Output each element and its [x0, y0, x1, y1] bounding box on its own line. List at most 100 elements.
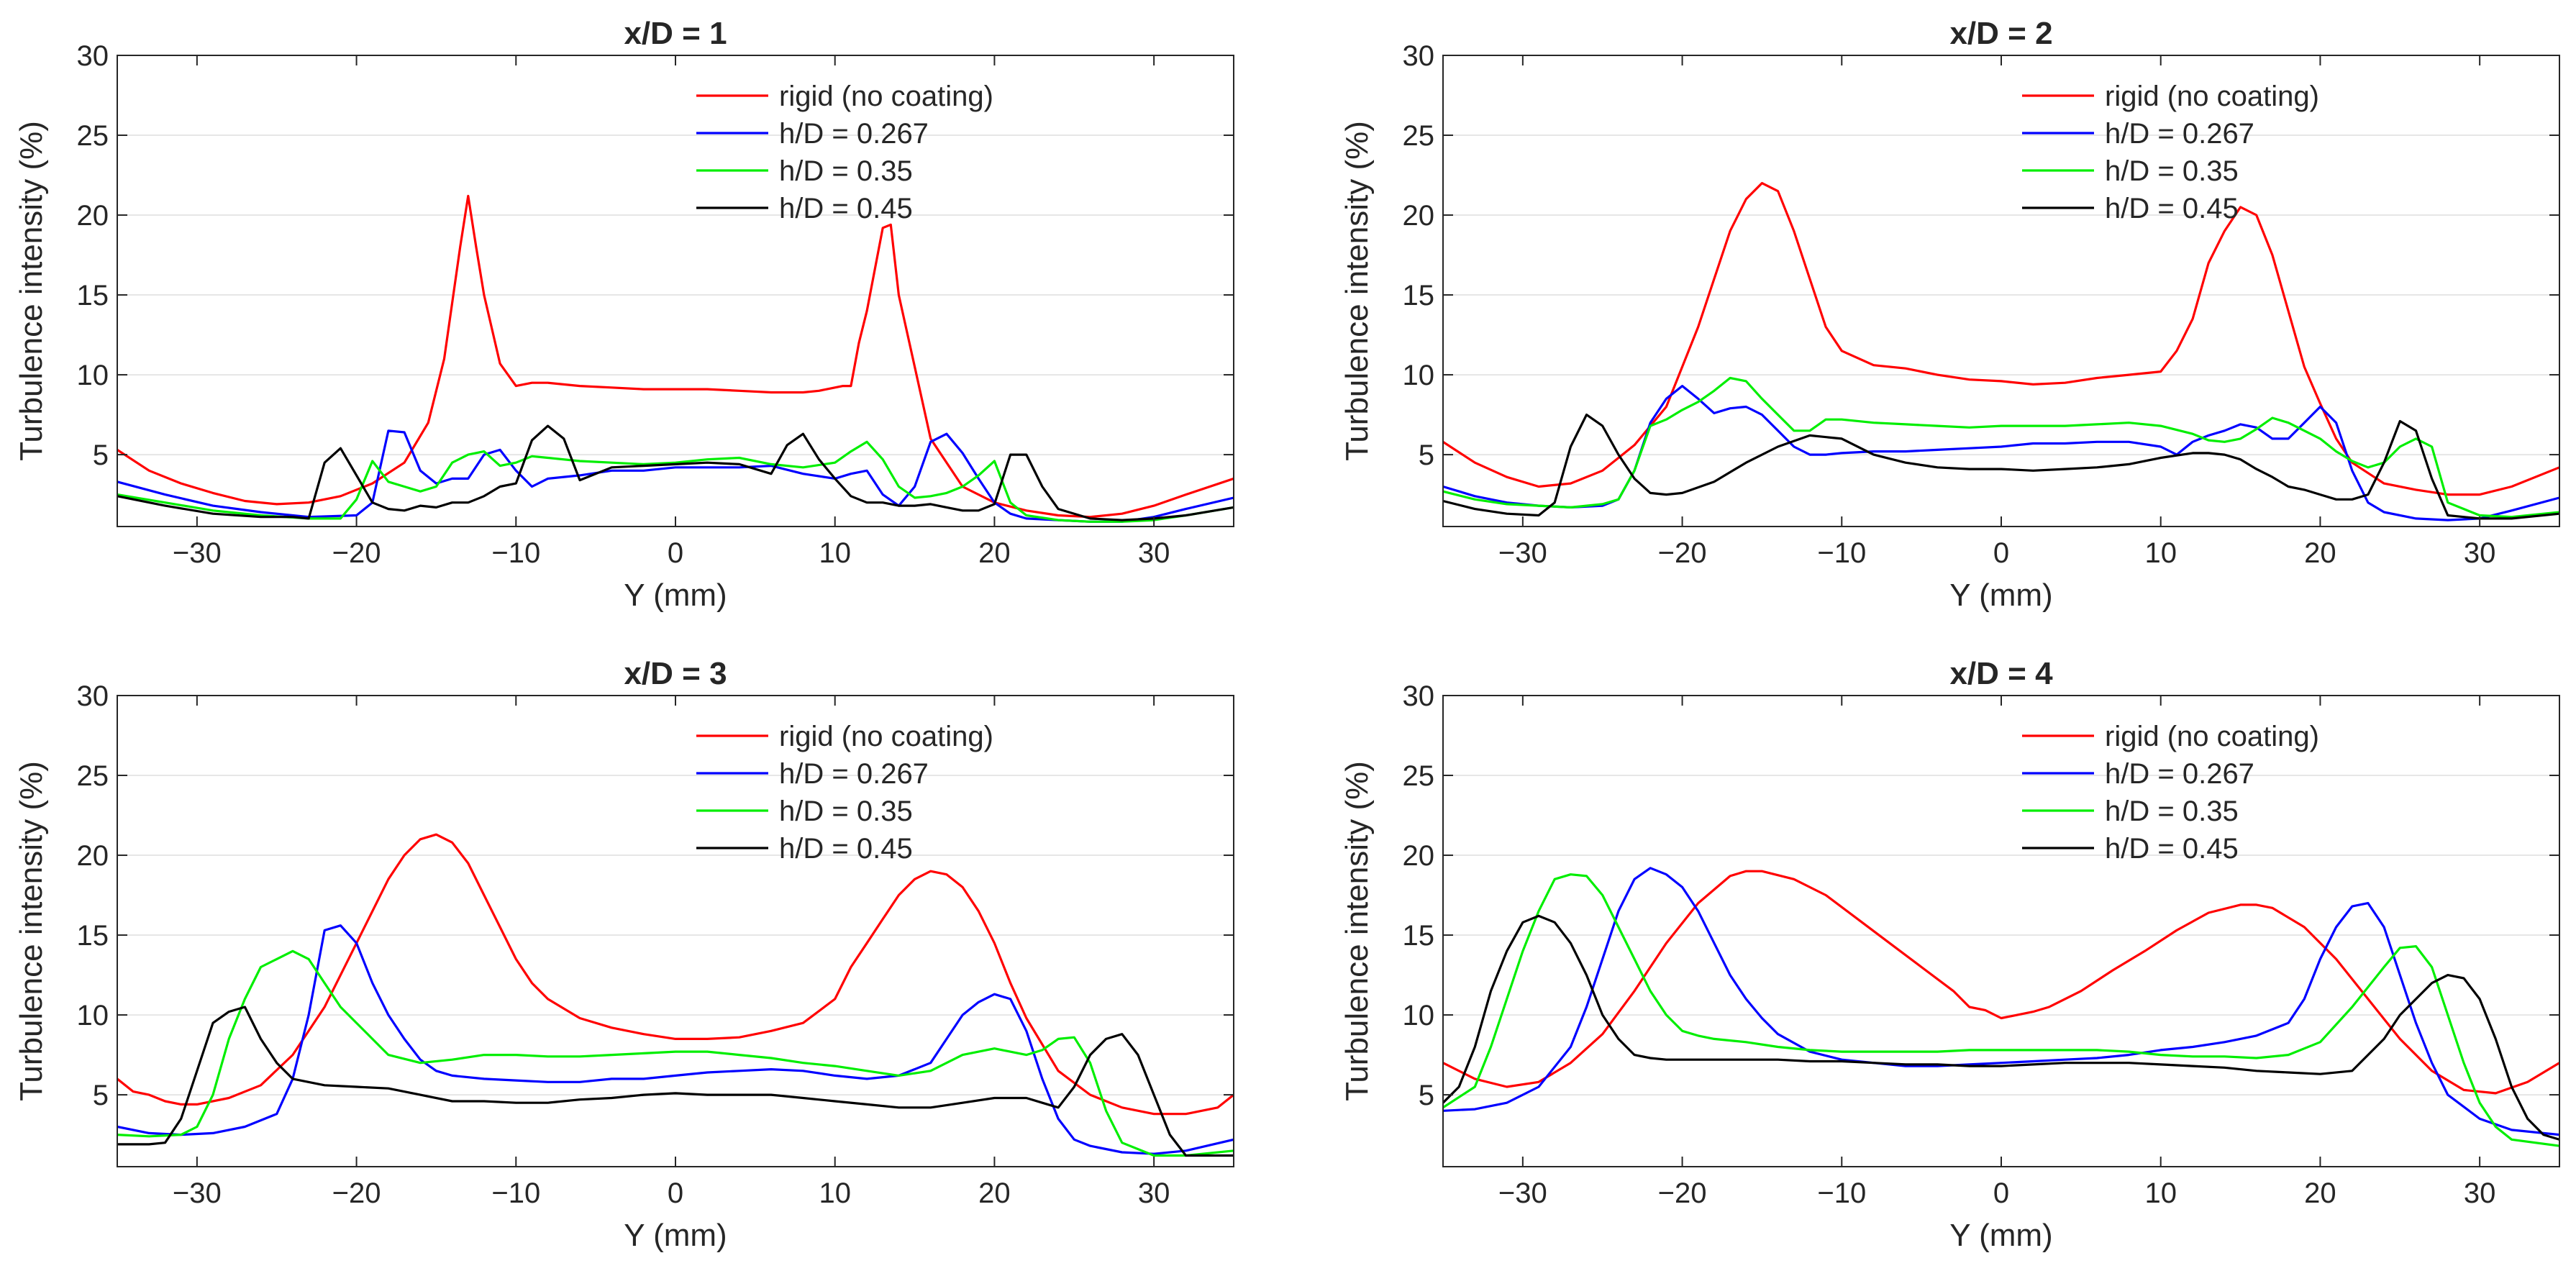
chart-panel-1: −30 −20 −10 0 10 20 30 5 10 15 20 25 30 x/D = 1 Y (mm)…: [14, 16, 1234, 613]
y-tick-label: 20: [77, 200, 109, 232]
x-tick-label: 30: [2464, 1177, 2496, 1209]
y-tick-label: 15: [77, 280, 109, 311]
y-axis-label: Turbulence intensity (%): [14, 761, 49, 1101]
series-line-4: [1443, 413, 2559, 520]
x-tick-label: −30: [1498, 537, 1547, 569]
y-tick-label: 25: [1403, 760, 1435, 792]
chart-title: x/D = 1: [624, 16, 727, 51]
y-tick-label: 15: [77, 920, 109, 952]
legend-label-3: h/D = 0.35: [779, 155, 913, 187]
series-line-3: [117, 949, 1234, 1157]
y-tick-label: 10: [1403, 1000, 1435, 1031]
x-tick-label: −10: [491, 1177, 540, 1209]
series-line-2: [117, 429, 1234, 523]
series-line-2: [1443, 384, 2559, 521]
legend-label-3: h/D = 0.35: [2105, 796, 2239, 827]
x-axis-label: Y (mm): [624, 1218, 727, 1253]
x-tick-label: 0: [668, 537, 683, 569]
legend: rigid (no coating) h/D = 0.267 h/D = 0.35 h…: [696, 81, 993, 224]
series-group: [1443, 182, 2559, 521]
x-tick-label: −20: [332, 537, 381, 569]
x-tick-label: −30: [173, 1177, 222, 1209]
chart-panel-4: −30 −20 −10 0 10 20 30 5 10 15 20 25 30 x/D = 4 Y (mm)…: [1339, 656, 2560, 1253]
x-axis-label: Y (mm): [1949, 578, 2052, 613]
series-line-2: [1443, 867, 2559, 1136]
y-tick-label: 15: [1403, 280, 1435, 311]
x-tick-label: 0: [1993, 537, 2009, 569]
y-tick-label: 5: [93, 1080, 109, 1111]
y-tick-label: 5: [1419, 439, 1434, 471]
y-tick-label: 30: [77, 680, 109, 712]
legend-label-2: h/D = 0.267: [2105, 118, 2254, 150]
legend-label-3: h/D = 0.35: [779, 796, 913, 827]
chart-title: x/D = 4: [1949, 656, 2053, 691]
y-tick-label: 20: [77, 840, 109, 872]
x-tick-label: 30: [1138, 1177, 1170, 1209]
legend-label-1: rigid (no coating): [779, 721, 993, 752]
y-axis-label: Turbulence intensity (%): [14, 121, 49, 461]
x-tick-label: 30: [1138, 537, 1170, 569]
x-tick-label: 20: [978, 1177, 1011, 1209]
y-tick-label: 30: [77, 40, 109, 72]
x-tick-label: 10: [2144, 537, 2177, 569]
series-line-3: [1443, 376, 2559, 519]
chart-panel-2: −30 −20 −10 0 10 20 30 5 10 15 20 25 30 x/D = 2 Y (mm)…: [1339, 16, 2560, 613]
y-tick-label: 20: [1403, 840, 1435, 872]
series-group: [117, 194, 1234, 523]
series-line-1: [1443, 182, 2559, 496]
y-tick-label: 20: [1403, 200, 1435, 232]
y-tick-label: 5: [93, 439, 109, 471]
legend-label-4: h/D = 0.45: [779, 833, 913, 865]
x-tick-label: 20: [2304, 537, 2336, 569]
x-tick-label: 10: [819, 537, 851, 569]
x-tick-label: −20: [332, 1177, 381, 1209]
series-line-4: [1443, 914, 2559, 1141]
y-tick-label: 25: [1403, 120, 1435, 152]
x-tick-label: −30: [1498, 1177, 1547, 1209]
x-tick-label: 0: [668, 1177, 683, 1209]
series-line-4: [117, 1006, 1234, 1157]
legend-label-4: h/D = 0.45: [2105, 833, 2239, 865]
x-tick-label: −30: [173, 537, 222, 569]
series-line-4: [117, 424, 1234, 521]
legend-label-1: rigid (no coating): [779, 81, 993, 112]
y-tick-label: 15: [1403, 920, 1435, 952]
x-tick-label: 10: [819, 1177, 851, 1209]
legend-label-2: h/D = 0.267: [779, 758, 929, 790]
y-tick-label: 30: [1403, 40, 1435, 72]
x-tick-label: −10: [1817, 537, 1866, 569]
legend-label-1: rigid (no coating): [2105, 721, 2319, 752]
y-tick-label: 30: [1403, 680, 1435, 712]
x-tick-label: −10: [1817, 1177, 1866, 1209]
x-tick-label: 30: [2464, 537, 2496, 569]
legend-label-1: rigid (no coating): [2105, 81, 2319, 112]
plot-area: [1443, 696, 2559, 1167]
x-tick-label: −20: [1658, 1177, 1707, 1209]
y-tick-label: 5: [1419, 1080, 1434, 1111]
legend-label-4: h/D = 0.45: [2105, 193, 2239, 224]
legend-label-4: h/D = 0.45: [779, 193, 913, 224]
x-tick-label: −10: [491, 537, 540, 569]
y-tick-label: 25: [77, 760, 109, 792]
legend-label-2: h/D = 0.267: [2105, 758, 2254, 790]
plot-area: [117, 55, 1234, 527]
legend: rigid (no coating) h/D = 0.267 h/D = 0.35 h…: [696, 721, 993, 865]
series-group: [117, 833, 1234, 1157]
x-tick-label: 20: [978, 537, 1011, 569]
chart-title: x/D = 2: [1949, 16, 2052, 51]
x-axis-label: Y (mm): [624, 578, 727, 613]
x-tick-label: 20: [2304, 1177, 2336, 1209]
x-tick-label: 0: [1993, 1177, 2009, 1209]
y-tick-label: 10: [77, 360, 109, 391]
series-line-1: [117, 194, 1234, 519]
legend: rigid (no coating) h/D = 0.267 h/D = 0.35 h…: [2022, 81, 2319, 224]
chart-panel-3: −30 −20 −10 0 10 20 30 5 10 15 20 25 30 x/D = 3 Y (mm)…: [14, 656, 1234, 1253]
legend-label-2: h/D = 0.267: [779, 118, 929, 150]
series-line-3: [1443, 873, 2559, 1147]
x-axis-label: Y (mm): [1949, 1218, 2052, 1253]
x-tick-label: −20: [1658, 537, 1707, 569]
series-line-1: [1443, 870, 2559, 1095]
y-axis-label: Turbulence intensity (%): [1339, 121, 1375, 461]
y-tick-label: 25: [77, 120, 109, 152]
y-tick-label: 10: [1403, 360, 1435, 391]
